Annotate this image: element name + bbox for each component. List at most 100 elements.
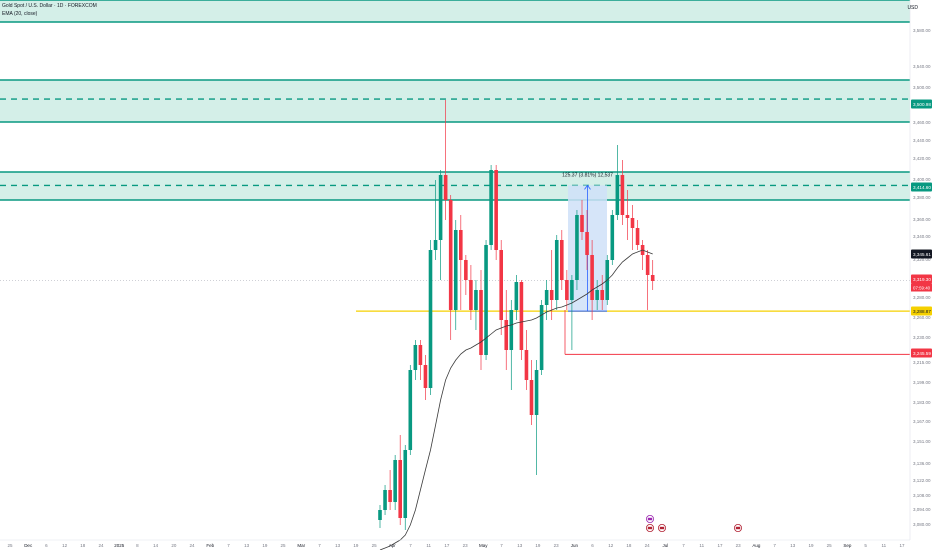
price-tick-label: 3,167.00	[913, 419, 931, 424]
price-label-badge	[911, 182, 932, 192]
candle-42	[590, 240, 594, 320]
candle-41	[585, 210, 589, 270]
candle-4	[398, 435, 402, 525]
candle-body	[570, 280, 574, 300]
price-label-text: 3,500.98	[913, 102, 931, 107]
time-tick-label: 24	[645, 543, 651, 548]
candle-27	[514, 275, 519, 320]
candle-body	[408, 370, 413, 450]
price-tick-label: 3,230.00	[913, 335, 931, 340]
candle-16	[459, 215, 463, 310]
candle-body	[620, 175, 625, 215]
price-tick-label: 3,460.00	[913, 120, 931, 125]
price-tick-label: 3,080.00	[913, 522, 931, 527]
price-axis[interactable]: 3,580.00 3,540.00 3,500.00 3,460.00 3,440.00…	[909, 0, 932, 540]
price-label-5[interactable]: 3,245.59	[911, 348, 932, 358]
candle-body	[403, 450, 408, 518]
price-tick-label: 3,340.00	[913, 234, 931, 239]
candle-44	[600, 275, 604, 310]
candle-body	[474, 290, 478, 310]
price-label-badge	[911, 306, 932, 316]
candle-35	[554, 235, 559, 310]
time-tick-label: 23	[554, 543, 560, 548]
measure-arrow-head	[584, 184, 591, 190]
candle-body	[504, 320, 509, 350]
time-tick-label: 25	[7, 543, 13, 548]
candle-28	[519, 280, 524, 360]
events-layer[interactable]	[646, 515, 743, 533]
candle-1	[383, 485, 387, 515]
time-tick-label: 18	[626, 543, 632, 548]
candle-body	[539, 305, 544, 370]
time-tick-label: 13	[335, 543, 341, 548]
time-tick-label: 12	[62, 543, 68, 548]
candle-18	[469, 265, 473, 320]
candle-body	[590, 255, 594, 300]
price-tick-label: 3,136.00	[913, 461, 931, 466]
price-label-badge	[911, 348, 932, 358]
time-tick-label: 19	[353, 543, 359, 548]
candle-body	[443, 175, 448, 200]
flag-stripe	[659, 526, 665, 530]
candle-body	[469, 280, 473, 310]
time-tick-label: 11	[699, 543, 704, 548]
time-tick-label: Aug	[752, 543, 761, 548]
price-tick-label: 3,108.00	[913, 493, 931, 498]
price-label-text: 3,414.60	[913, 185, 931, 190]
candle-body	[524, 350, 529, 380]
candle-body	[448, 200, 453, 310]
price-tick-label: 3,215.00	[913, 360, 931, 365]
candle-body	[575, 215, 579, 280]
candle-body	[499, 250, 503, 320]
candle-3	[393, 455, 397, 510]
time-tick-label: 23	[736, 543, 742, 548]
candle-body	[484, 245, 488, 355]
time-tick-label: 7	[227, 543, 230, 548]
candle-body	[580, 215, 584, 232]
candles-layer	[378, 100, 655, 530]
levels-layer	[0, 280, 910, 355]
economic-event-flag-icon[interactable]	[658, 524, 667, 533]
time-tick-label: 5	[864, 543, 867, 548]
price-label-3[interactable]: 3,319.30	[911, 274, 932, 284]
time-tick-label: 7	[682, 543, 685, 548]
candle-14	[448, 195, 453, 340]
time-tick-label: May	[479, 543, 488, 548]
candle-26	[509, 300, 514, 390]
candle-body	[610, 215, 615, 260]
candle-body	[650, 275, 655, 281]
zone-1	[0, 80, 910, 122]
candle-49	[625, 190, 630, 240]
economic-event-flag-icon[interactable]	[646, 524, 655, 533]
time-tick-label: 7	[500, 543, 503, 548]
candle-47	[615, 145, 620, 220]
time-tick-label: 17	[444, 543, 450, 548]
economic-event-flag-icon[interactable]	[734, 524, 743, 533]
candle-body	[600, 290, 604, 300]
candle-15	[453, 220, 458, 330]
price-tick-label: 3,400.00	[913, 177, 931, 182]
candle-body	[560, 240, 564, 280]
economic-event-flag-icon[interactable]	[646, 515, 655, 524]
zone-0	[0, 0, 910, 22]
time-tick-label: 25	[281, 543, 287, 548]
price-label-2[interactable]: 3,345.61	[911, 249, 932, 259]
price-label-0[interactable]: 3,500.98	[911, 99, 932, 109]
price-tick-label: 3,199.00	[913, 380, 931, 385]
candle-body	[438, 175, 443, 240]
time-tick-label: 19	[808, 543, 814, 548]
candle-29	[524, 330, 529, 390]
price-label-4[interactable]: 3,288.87	[911, 306, 932, 316]
time-tick-label: 17	[717, 543, 723, 548]
candle-39	[575, 210, 579, 290]
price-label-1[interactable]: 3,414.60	[911, 182, 932, 192]
indicator-legend[interactable]: EMA (20, close)	[2, 11, 38, 17]
candle-body	[554, 240, 559, 300]
candle-11	[433, 180, 438, 260]
candle-body	[544, 290, 549, 305]
time-axis[interactable]: 25 Dec 6 12 18 24 2025 8 14 20 24 Feb 7 13 19 25 Mar 7 13 1…	[0, 539, 910, 548]
candle-body	[635, 228, 640, 245]
candle-body	[388, 490, 392, 502]
candle-12	[438, 170, 443, 280]
